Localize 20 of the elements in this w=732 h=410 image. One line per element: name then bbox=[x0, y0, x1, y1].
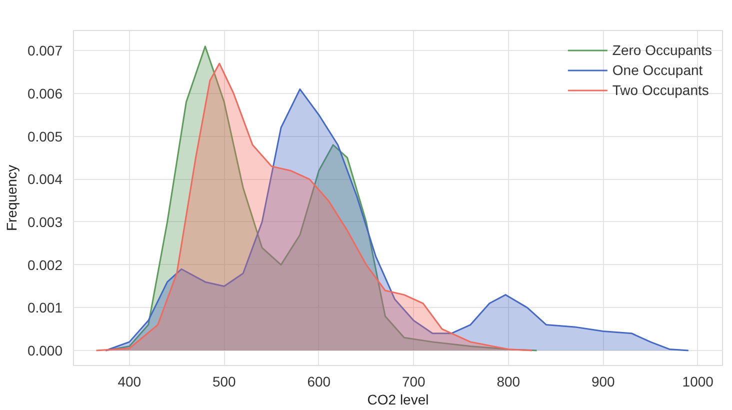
y-tick-label: 0.002 bbox=[27, 256, 63, 273]
x-tick-label: 900 bbox=[591, 374, 616, 390]
x-tick-label: 1000 bbox=[682, 374, 714, 390]
legend-label: Zero Occupants bbox=[612, 42, 712, 58]
x-tick-label: 600 bbox=[307, 374, 331, 390]
y-tick-label: 0.006 bbox=[27, 85, 63, 102]
x-tick-label: 700 bbox=[402, 374, 426, 390]
legend-label: Two Occupants bbox=[612, 82, 709, 98]
x-tick-label: 800 bbox=[496, 374, 520, 390]
y-tick-label: 0.001 bbox=[27, 300, 63, 316]
x-tick-label: 500 bbox=[212, 374, 236, 390]
y-tick-label: 0.003 bbox=[27, 214, 63, 230]
y-tick-label: 0.005 bbox=[27, 128, 63, 144]
x-tick-label: 400 bbox=[118, 374, 142, 390]
x-axis-title: CO2 level bbox=[367, 392, 429, 408]
y-tick-label: 0.000 bbox=[27, 342, 63, 359]
y-tick-label: 0.007 bbox=[27, 42, 63, 59]
y-axis-title: Frequency bbox=[3, 164, 20, 232]
y-tick-label: 0.004 bbox=[27, 171, 63, 188]
legend-label: One Occupant bbox=[612, 62, 703, 78]
